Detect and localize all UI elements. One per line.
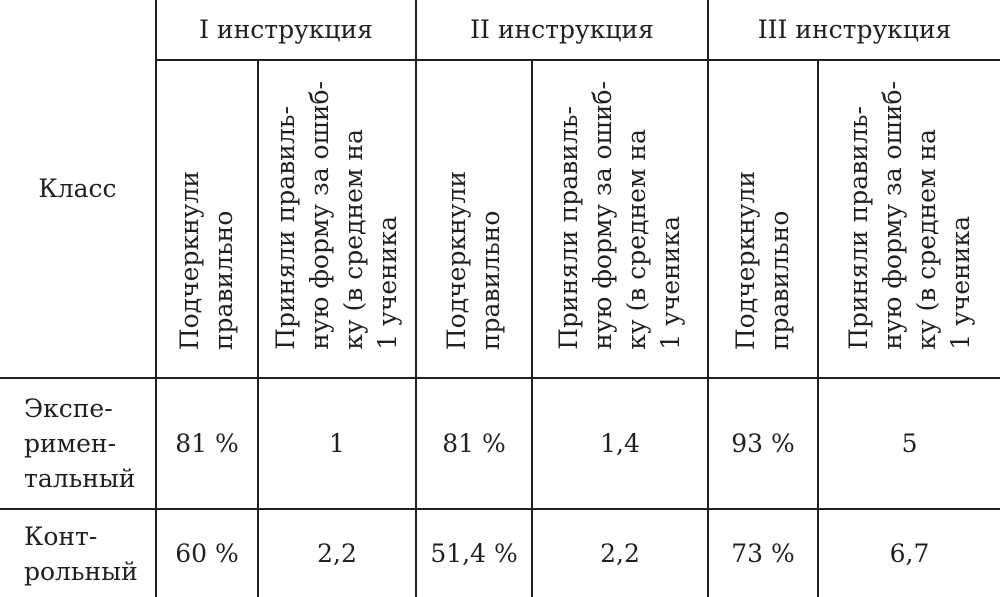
table-cell: 2,2: [256, 508, 418, 597]
table-row: Конт- рольный 60 % 2,2 51,4 % 2,2 73 % 6…: [0, 508, 1000, 597]
table-row: Экспе- римен- тальный 81 % 1 81 % 1,4 93…: [0, 377, 1000, 510]
subheader-underlined-1: Подчеркнули правильно: [175, 170, 238, 350]
table-cell: 5: [817, 377, 1000, 510]
table-cell: 81 %: [155, 377, 259, 510]
table-cell: 2,2: [531, 508, 710, 597]
table-cell: 60 %: [155, 508, 259, 597]
table-cell: 6,7: [817, 508, 1000, 597]
subheader-accepted-1: Приняли правиль- ную форму за ошиб- ку (…: [271, 81, 402, 350]
subheader-cell: Подчеркнули правильно: [415, 59, 534, 379]
row-label-experimental: Экспе- римен- тальный: [0, 377, 157, 510]
class-header: Класс: [0, 0, 157, 379]
subheader-accepted-3: Приняли правиль- ную форму за ошиб- ку (…: [843, 81, 975, 350]
subheader-cell: Подчеркнули правильно: [156, 59, 259, 379]
table-cell: 73 %: [707, 508, 820, 597]
group-header-1: I инструкция: [154, 0, 418, 61]
table-cell: 93 %: [707, 377, 820, 510]
subheader-underlined-2: Подчеркнули правильно: [442, 170, 506, 350]
table-cell: 1: [256, 377, 418, 510]
table-cell: 1,4: [531, 377, 710, 510]
group-header-2: II инструкция: [415, 0, 710, 61]
subheader-cell: Приняли правиль- ную форму за ошиб- ку (…: [256, 59, 418, 379]
table-cell: 81 %: [415, 377, 534, 510]
header-row-groups: Класс I инструкция II инструкция III инс…: [0, 0, 1000, 379]
subheader-underlined-3: Подчеркнули правильно: [731, 170, 795, 350]
table-cell: 51,4 %: [415, 508, 534, 597]
subheader-cell: Приняли правиль- ную форму за ошиб- ку (…: [817, 59, 1000, 379]
header-row-subheaders: Подчеркнули правильно Приняли правиль- н…: [0, 59, 1000, 379]
subheader-cell: Приняли правиль- ную форму за ошиб- ку (…: [531, 59, 710, 379]
group-header-3: III инструкция: [707, 0, 1000, 61]
subheader-cell: Подчеркнули правильно: [707, 59, 820, 379]
row-label-control: Конт- рольный: [0, 508, 157, 597]
subheader-accepted-2: Приняли правиль- ную форму за ошиб- ку (…: [554, 81, 686, 350]
